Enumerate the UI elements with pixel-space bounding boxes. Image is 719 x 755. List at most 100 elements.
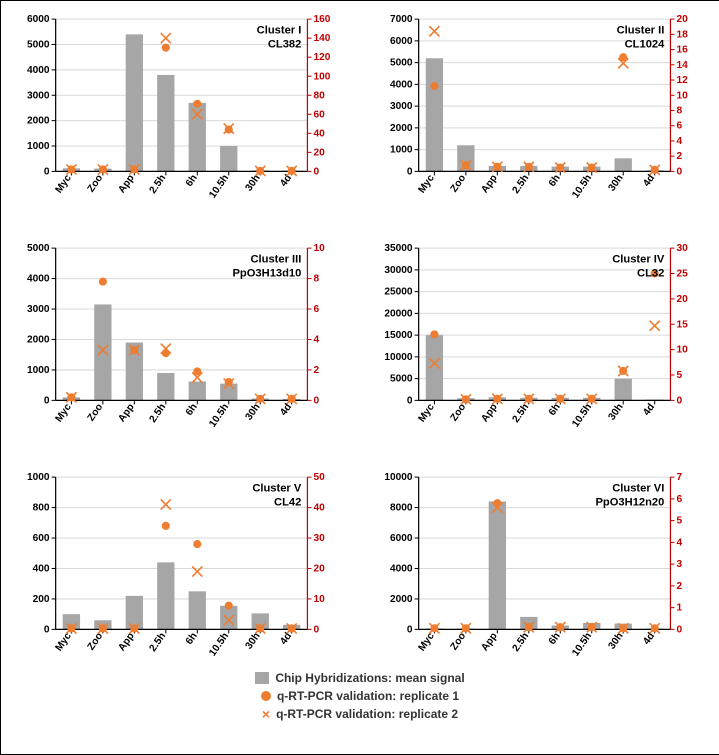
page: 0100020003000400050006000020406080100120… xyxy=(0,0,719,755)
svg-text:400: 400 xyxy=(33,564,50,575)
svg-text:5000: 5000 xyxy=(390,58,413,69)
svg-text:Cluster III: Cluster III xyxy=(250,253,301,265)
svg-text:PpO3H12n20: PpO3H12n20 xyxy=(596,497,665,509)
svg-text:0: 0 xyxy=(677,395,683,406)
svg-text:10.5h: 10.5h xyxy=(570,631,594,659)
x-swatch-icon: × xyxy=(262,709,270,719)
svg-text:4000: 4000 xyxy=(390,79,413,90)
svg-text:Myc: Myc xyxy=(417,631,438,654)
svg-text:App: App xyxy=(116,631,136,653)
svg-text:80: 80 xyxy=(314,90,326,101)
svg-text:Myc: Myc xyxy=(54,173,75,196)
svg-text:2000: 2000 xyxy=(390,123,413,134)
svg-text:Zoo: Zoo xyxy=(86,631,106,653)
svg-text:2.5h: 2.5h xyxy=(511,173,532,196)
legend-rep1-row: q-RT-PCR validation: replicate 1 xyxy=(11,689,709,703)
svg-text:5000: 5000 xyxy=(390,374,413,385)
svg-text:5000: 5000 xyxy=(27,243,50,254)
svg-text:6000: 6000 xyxy=(390,36,413,47)
svg-text:1000: 1000 xyxy=(27,365,50,376)
svg-text:5000: 5000 xyxy=(27,40,50,51)
svg-text:App: App xyxy=(116,173,136,195)
svg-text:Cluster VI: Cluster VI xyxy=(612,482,664,494)
svg-text:7000: 7000 xyxy=(390,14,413,25)
svg-text:30h: 30h xyxy=(607,402,626,423)
svg-text:0: 0 xyxy=(407,166,413,177)
legend-rep1-label: q-RT-PCR validation: replicate 1 xyxy=(277,689,459,703)
svg-text:600: 600 xyxy=(33,533,50,544)
svg-text:Cluster I: Cluster I xyxy=(257,24,302,36)
svg-text:Myc: Myc xyxy=(54,402,75,425)
panel-cluster-1: 0100020003000400050006000020406080100120… xyxy=(11,11,346,214)
svg-text:3000: 3000 xyxy=(27,304,50,315)
svg-text:2: 2 xyxy=(677,581,683,592)
svg-text:CL32: CL32 xyxy=(637,268,664,280)
svg-text:18: 18 xyxy=(677,29,689,40)
svg-text:5: 5 xyxy=(677,370,683,381)
svg-text:0: 0 xyxy=(44,166,50,177)
legend-rep2-label: q-RT-PCR validation: replicate 2 xyxy=(276,707,458,721)
svg-text:50: 50 xyxy=(314,472,326,483)
svg-text:6: 6 xyxy=(677,494,683,505)
svg-text:6: 6 xyxy=(677,121,683,132)
svg-text:10.5h: 10.5h xyxy=(207,402,231,430)
svg-text:40: 40 xyxy=(314,503,326,514)
svg-text:2.5h: 2.5h xyxy=(148,173,169,196)
svg-text:16: 16 xyxy=(677,45,689,56)
svg-text:2.5h: 2.5h xyxy=(148,402,169,425)
svg-text:CL382: CL382 xyxy=(268,39,302,51)
svg-text:1: 1 xyxy=(677,603,683,614)
svg-text:20: 20 xyxy=(677,14,689,25)
legend-bar-label: Chip Hybridizations: mean signal xyxy=(275,671,464,685)
svg-text:2.5h: 2.5h xyxy=(148,631,169,654)
svg-text:10.5h: 10.5h xyxy=(570,173,594,201)
panel-cluster-6: 020004000600080001000001234567MycZooApp2… xyxy=(374,469,709,672)
svg-text:CL42: CL42 xyxy=(274,497,301,509)
svg-text:1000: 1000 xyxy=(390,145,413,156)
svg-text:2.5h: 2.5h xyxy=(511,402,532,425)
dot-swatch-icon xyxy=(261,691,271,701)
legend: Chip Hybridizations: mean signal q-RT-PC… xyxy=(11,671,709,721)
svg-text:0: 0 xyxy=(677,624,683,635)
svg-text:0: 0 xyxy=(677,166,683,177)
svg-text:15: 15 xyxy=(677,319,689,330)
svg-text:Zoo: Zoo xyxy=(449,402,469,424)
svg-text:160: 160 xyxy=(314,14,331,25)
svg-text:Zoo: Zoo xyxy=(449,631,469,653)
svg-text:Cluster V: Cluster V xyxy=(252,482,302,494)
svg-text:10.5h: 10.5h xyxy=(207,631,231,659)
svg-text:4000: 4000 xyxy=(27,274,50,285)
svg-text:200: 200 xyxy=(33,594,50,605)
svg-text:PpO3H13d10: PpO3H13d10 xyxy=(233,268,302,280)
svg-text:7: 7 xyxy=(677,472,683,483)
svg-text:35000: 35000 xyxy=(384,243,413,254)
svg-text:30h: 30h xyxy=(607,631,626,652)
svg-text:8: 8 xyxy=(677,106,683,117)
svg-text:2.5h: 2.5h xyxy=(511,631,532,654)
svg-text:100: 100 xyxy=(314,71,331,82)
svg-text:Cluster II: Cluster II xyxy=(617,24,665,36)
svg-text:4: 4 xyxy=(677,537,683,548)
svg-text:15000: 15000 xyxy=(384,330,413,341)
panel-cluster-4: 0500010000150002000025000300003500005101… xyxy=(374,240,709,443)
svg-text:0: 0 xyxy=(407,395,413,406)
svg-text:3: 3 xyxy=(677,559,683,570)
svg-text:2000: 2000 xyxy=(27,116,50,127)
svg-text:25: 25 xyxy=(677,269,689,280)
svg-text:10: 10 xyxy=(314,594,326,605)
svg-text:2: 2 xyxy=(677,151,683,162)
svg-text:1000: 1000 xyxy=(27,472,50,483)
svg-text:5: 5 xyxy=(677,516,683,527)
svg-text:App: App xyxy=(479,173,499,195)
svg-text:2: 2 xyxy=(314,365,320,376)
panel-cluster-2: 0100020003000400050006000700002468101214… xyxy=(374,11,709,214)
svg-text:30h: 30h xyxy=(607,173,626,194)
svg-text:12: 12 xyxy=(677,75,689,86)
svg-text:10.5h: 10.5h xyxy=(570,402,594,430)
svg-text:1000: 1000 xyxy=(27,141,50,152)
svg-text:App: App xyxy=(479,402,499,424)
svg-text:App: App xyxy=(116,402,136,424)
svg-text:Zoo: Zoo xyxy=(449,173,469,195)
svg-text:10: 10 xyxy=(677,345,689,356)
panel-cluster-3: 0100020003000400050000246810MycZooApp2.5… xyxy=(11,240,346,443)
